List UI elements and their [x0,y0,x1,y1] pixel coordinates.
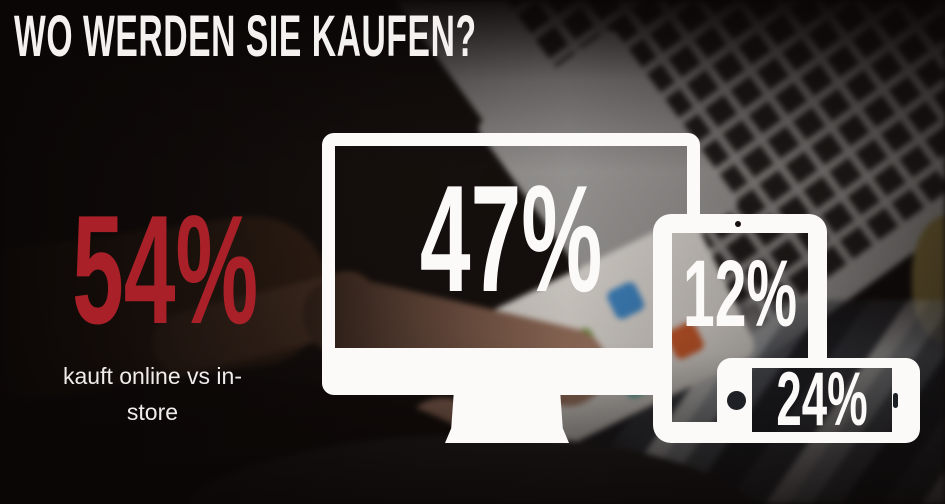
speaker-icon [893,393,898,408]
desktop-share-value: 47% [419,154,603,324]
page-title-text: WO WERDEN SIE KAUFEN? [14,4,477,69]
desktop-monitor-stand-icon [445,394,569,443]
online-stat-block: 54% kauft online vs in- store [10,192,295,430]
caption-line-2: store [126,398,179,425]
home-button-icon [727,391,746,410]
page-title: WO WERDEN SIE KAUFEN? [14,8,812,66]
tablet-share-value: 12% [682,241,798,347]
online-stat-value: 54% [72,183,259,356]
online-stat-caption: kauft online vs in- store [10,359,295,430]
caption-line-1: kauft online vs in- [63,363,242,389]
smartphone-icon: 24% [717,358,920,443]
tablet-camera-dot-icon [735,221,741,227]
smartphone-share-value: 24% [776,357,868,442]
desktop-monitor-icon: 47% [322,133,700,395]
